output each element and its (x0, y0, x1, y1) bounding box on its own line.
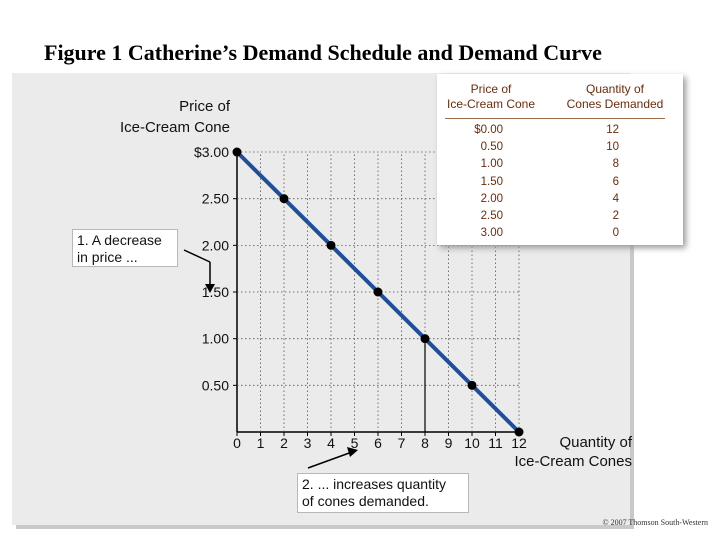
x-tick-label: 2 (280, 435, 288, 451)
qty-callout-line2: of cones demanded. (302, 493, 429, 509)
table-cell-price: 2.50 (480, 209, 503, 222)
table-row: 2.50 2 (437, 210, 683, 227)
x-tick-label: 3 (304, 435, 312, 451)
table-cell-price: 3.00 (480, 227, 503, 240)
table-cell-price: 1.50 (480, 175, 503, 188)
y-tick-label: 0.50 (202, 377, 229, 393)
x-tick-label: 9 (445, 435, 453, 451)
table-row: 3.00 0 (437, 227, 683, 244)
table-cell-quantity: 2 (612, 209, 619, 222)
table-header-price-line1: Price of (470, 82, 512, 96)
table-header-qty-line1: Quantity of (585, 82, 645, 96)
table-cell-quantity: 4 (612, 192, 619, 205)
demand-schedule-table: Price of Ice-Cream Cone Quantity of Cone… (437, 74, 683, 245)
price-callout-line2: in price ... (77, 249, 138, 265)
table-header-quantity: Quantity of Cones Demanded (555, 82, 675, 112)
x-axis-label-line2: Ice-Cream Cones (514, 453, 632, 470)
table-row: 1.00 8 (437, 158, 683, 175)
quantity-arrow-line (307, 451, 353, 469)
x-tick-label: 12 (511, 435, 527, 451)
demand-point (232, 147, 242, 157)
demand-point (279, 194, 289, 204)
quantity-increase-callout: 2. ... increases quantity of cones deman… (297, 473, 469, 513)
qty-callout-line1: 2. ... increases quantity (302, 476, 446, 492)
table-cell-quantity: 0 (612, 227, 619, 240)
table-body: $0.00 12 0.50 10 1.00 8 1.50 6 2.00 4 2.50 2 3… (437, 124, 683, 244)
figure-title: Figure 1 Catherine’s Demand Schedule and… (44, 40, 602, 65)
table-cell-quantity: 12 (606, 124, 619, 136)
demand-point (514, 427, 524, 437)
y-axis-label-line2: Ice-Cream Cone (119, 119, 230, 136)
y-tick-label: 2.50 (202, 191, 229, 207)
x-tick-label: 5 (351, 435, 359, 451)
table-header-price: Price of Ice-Cream Cone (439, 82, 543, 112)
price-arrow-head (205, 284, 215, 293)
x-tick-label: 4 (327, 435, 335, 451)
price-decrease-callout: 1. A decrease in price ... (72, 229, 178, 267)
table-cell-quantity: 10 (606, 141, 619, 154)
copyright-notice: © 2007 Thomson South-Western (602, 518, 708, 527)
quantity-arrow-head (347, 447, 358, 457)
demand-point (420, 334, 430, 344)
table-row: $0.00 12 (437, 124, 683, 141)
y-tick-label: $3.00 (194, 144, 229, 160)
demand-point (373, 287, 383, 297)
y-tick-label: 1.50 (202, 284, 229, 300)
table-header-qty-line2: Cones Demanded (566, 97, 664, 111)
table-cell-quantity: 8 (612, 158, 619, 171)
y-tick-label: 1.00 (202, 331, 229, 347)
table-row: 2.00 4 (437, 193, 683, 210)
table-cell-price: 0.50 (480, 141, 503, 154)
x-tick-label: 8 (421, 435, 429, 451)
y-tick-label: 2.00 (202, 237, 229, 253)
x-tick-label: 1 (257, 435, 265, 451)
x-tick-label: 7 (398, 435, 406, 451)
table-cell-quantity: 6 (612, 175, 619, 188)
x-axis-label-line1: Quantity of (559, 434, 632, 451)
y-axis-label-line1: Price of (179, 98, 230, 115)
y-axis-label: Price of Ice-Cream Cone (60, 96, 230, 138)
x-tick-label: 11 (488, 435, 503, 451)
demand-point (326, 240, 336, 250)
price-arrow-stem (183, 249, 211, 263)
x-axis-label: Quantity of Ice-Cream Cones (492, 433, 632, 471)
table-cell-price: 1.00 (480, 158, 503, 171)
x-tick-label: 0 (233, 435, 241, 451)
table-header-price-line2: Ice-Cream Cone (446, 97, 536, 111)
table-cell-price: 2.00 (480, 192, 503, 205)
table-row: 1.50 6 (437, 176, 683, 193)
x-tick-label: 10 (464, 435, 480, 451)
x-tick-label: 6 (374, 435, 382, 451)
table-cell-price: $0.00 (474, 124, 503, 136)
table-row: 0.50 10 (437, 141, 683, 158)
table-header-rule (445, 118, 665, 119)
demand-point (467, 380, 477, 390)
price-callout-line1: 1. A decrease (77, 232, 162, 248)
